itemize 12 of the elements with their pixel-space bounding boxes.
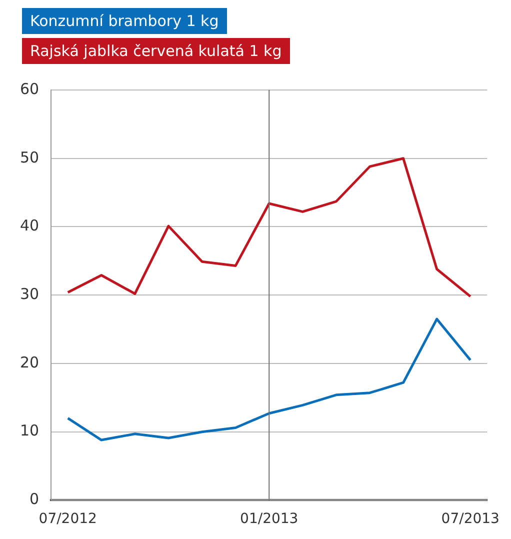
text: Konzumní brambory 1 kg (22, 8, 227, 34)
x-tick-label: 07/2012 (38, 511, 97, 528)
y-tick-label: 60 (20, 80, 40, 98)
y-tick-label: 40 (20, 216, 40, 235)
y-tick-label: 10 (20, 422, 40, 440)
text: Rajská jablka červená kulatá 1 kg (22, 38, 290, 64)
y-tick-label: 30 (20, 284, 40, 303)
y-tick-label: 0 (30, 490, 40, 508)
x-tick-label: 07/2013 (441, 511, 500, 528)
x-tick-label: 01/2013 (240, 511, 298, 528)
y-tick-label: 50 (20, 148, 40, 166)
y-tick-label: 20 (20, 353, 40, 372)
